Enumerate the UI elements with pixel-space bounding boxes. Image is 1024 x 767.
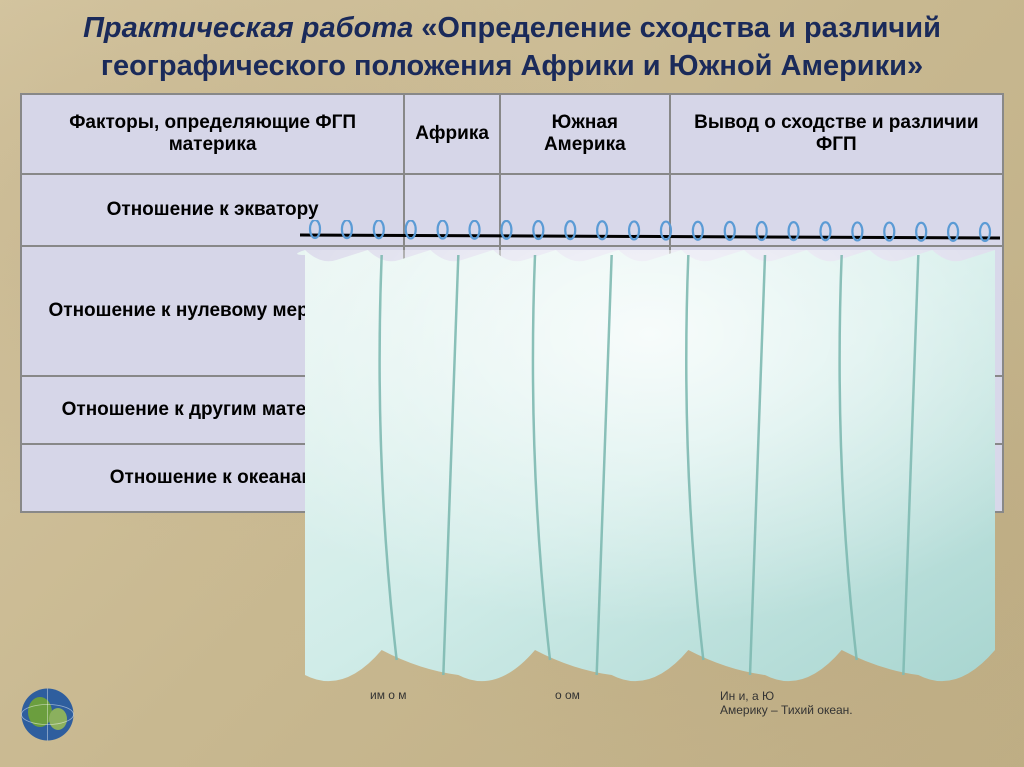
- table-cell: [670, 444, 1003, 512]
- table-cell: [404, 246, 500, 376]
- header-africa: Африка: [404, 94, 500, 174]
- table-cell: [500, 376, 670, 444]
- table-cell: [670, 174, 1003, 246]
- row-label-continents: Отношение к другим материкам: [21, 376, 404, 444]
- obscured-text-3: Ин и, а Ю Америку – Тихий океан.: [720, 689, 853, 717]
- table-header-row: Факторы, определяющие ФГП материка Африк…: [21, 94, 1003, 174]
- table-cell: [500, 444, 670, 512]
- title-italic: Практическая работа: [83, 12, 413, 44]
- header-conclusion: Вывод о сходстве и различии ФГП: [670, 94, 1003, 174]
- table-cell: [404, 444, 500, 512]
- table-row: Отношение к океанам: [21, 444, 1003, 512]
- row-label-equator: Отношение к экватору: [21, 174, 404, 246]
- table-cell: [500, 174, 670, 246]
- table-row: Отношение к другим материкам: [21, 376, 1003, 444]
- page-title: Практическая работа «Определение сходств…: [20, 10, 1004, 85]
- row-label-meridian: Отношение к нулевому меридиану: [21, 246, 404, 376]
- table-cell: [500, 246, 670, 376]
- table-row: Отношение к нулевому меридиану: [21, 246, 1003, 376]
- header-south-america: Южная Америка: [500, 94, 670, 174]
- table-cell: [670, 376, 1003, 444]
- table-cell: [404, 376, 500, 444]
- table-cell: [404, 174, 500, 246]
- globe-icon: [20, 687, 75, 742]
- table-cell: [670, 246, 1003, 376]
- obscured-text-2: о ом: [555, 688, 580, 702]
- slide-container: Практическая работа «Определение сходств…: [0, 0, 1024, 767]
- header-factors: Факторы, определяющие ФГП материка: [21, 94, 404, 174]
- table-row: Отношение к экватору: [21, 174, 1003, 246]
- obscured-text-1: им о м: [370, 688, 407, 702]
- comparison-table: Факторы, определяющие ФГП материка Африк…: [20, 93, 1004, 513]
- row-label-oceans: Отношение к океанам: [21, 444, 404, 512]
